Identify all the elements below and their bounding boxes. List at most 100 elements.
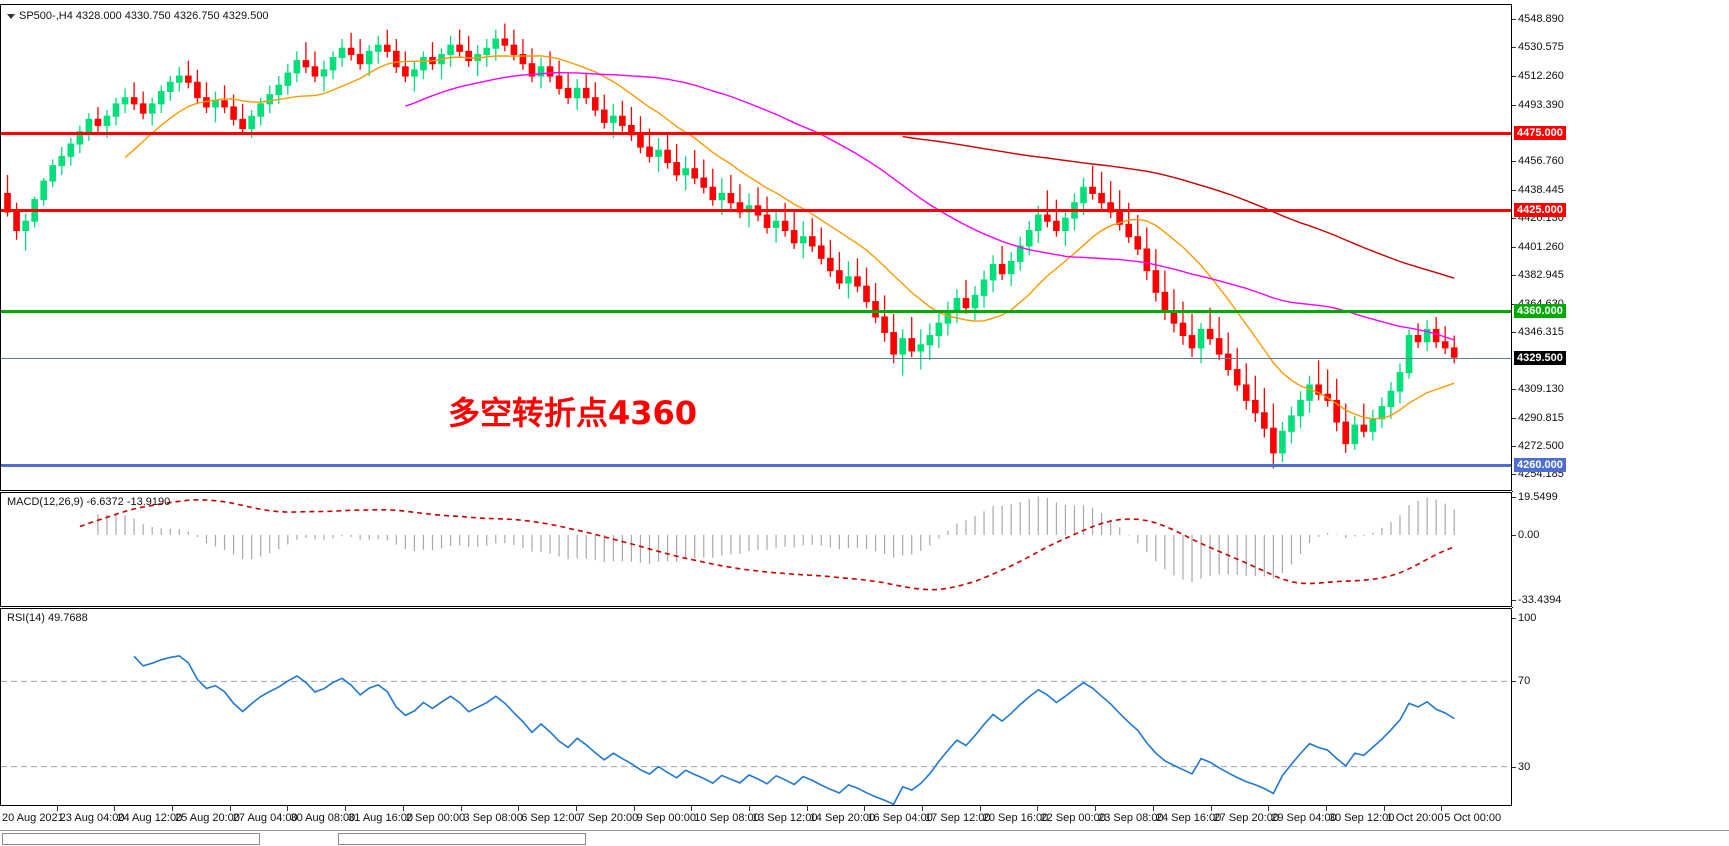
time-tickmark xyxy=(460,806,462,811)
time-tick-label: 23 Aug 04:00 xyxy=(59,812,125,824)
rsi-tick-label: 100 xyxy=(1518,611,1537,624)
price-tickmark xyxy=(1512,331,1516,333)
time-tick-label: 6 Sep 12:00 xyxy=(521,812,581,824)
rsi-pane[interactable]: RSI(14) 49.7688 xyxy=(0,608,1512,806)
time-tick-label: 22 Sep 00:00 xyxy=(1040,812,1106,824)
macd-tick-label: -33.4394 xyxy=(1518,594,1562,607)
price-tickmark xyxy=(1512,161,1516,163)
time-tick-label: 29 Sep 04:00 xyxy=(1271,812,1337,824)
time-tick-label: 3 Sep 08:00 xyxy=(463,812,523,824)
taskbar-item-2[interactable] xyxy=(338,833,586,845)
price-tick-label: 4272.500 xyxy=(1518,439,1564,452)
price-tickmark xyxy=(1512,217,1516,219)
macd-tick-label: 19.5499 xyxy=(1518,490,1558,503)
rsi-tickmark xyxy=(1512,766,1516,768)
price-tick-label: 4530.575 xyxy=(1518,41,1564,54)
rsi-tick-label: 30 xyxy=(1518,760,1531,773)
time-axis[interactable]: 20 Aug 2021 23 Aug 04:00 24 Aug 12:00 25 Au… xyxy=(0,806,1512,828)
price-tickmark xyxy=(1512,104,1516,106)
resistance-line-4475[interactable] xyxy=(1,132,1511,136)
pivot-line-4360[interactable] xyxy=(1,309,1511,313)
time-tickmark xyxy=(1095,806,1097,811)
price-level-tag[interactable]: 4475.000 xyxy=(1514,126,1566,141)
support-line-4260[interactable] xyxy=(1,464,1511,468)
time-tickmark xyxy=(1383,806,1385,811)
price-tick-label: 4456.760 xyxy=(1518,155,1564,168)
taskbar xyxy=(0,830,1729,846)
price-tickmark xyxy=(1512,389,1516,391)
macd-tickmark xyxy=(1512,534,1516,536)
time-tick-label: 20 Aug 2021 xyxy=(2,812,64,824)
price-tickmark xyxy=(1512,417,1516,419)
time-tickmark xyxy=(749,806,750,811)
time-tick-label: 13 Sep 12:00 xyxy=(752,812,818,824)
time-tick-label: 30 Sep 12:00 xyxy=(1328,812,1395,824)
price-level-tag[interactable]: 4425.000 xyxy=(1514,203,1566,218)
price-tickmark xyxy=(1512,474,1516,476)
macd-tickmark xyxy=(1512,496,1516,498)
time-tick-label: 1 Oct 20:00 xyxy=(1386,812,1444,824)
time-tickmark xyxy=(979,806,981,811)
time-tickmark xyxy=(1441,806,1443,811)
time-tick-label: 20 Sep 16:00 xyxy=(982,812,1049,824)
price-tickmark xyxy=(1512,275,1516,277)
time-tick-label: 5 Oct 00:00 xyxy=(1444,812,1502,824)
price-level-tag[interactable]: 4329.500 xyxy=(1514,350,1566,365)
price-tickmark xyxy=(1512,47,1516,49)
time-tick-label: 24 Sep 16:00 xyxy=(1155,812,1222,824)
time-tickmark xyxy=(806,806,808,811)
time-tickmark xyxy=(229,806,231,811)
price-tick-label: 4309.130 xyxy=(1518,383,1564,396)
time-tick-label: 25 Aug 20:00 xyxy=(175,812,240,824)
price-tickmark xyxy=(1512,189,1516,191)
chart-annotation-text: 多空转折点4360 xyxy=(448,394,698,432)
macd-pane[interactable]: MACD(12,26,9) -6.6372 -13.9190 xyxy=(0,492,1512,607)
symbol-header-text: SP500-,H4 4328.000 4330.750 4326.750 432… xyxy=(19,10,269,22)
price-tickmark xyxy=(1512,247,1516,249)
rsi-plot-layer xyxy=(1,654,1511,806)
time-tick-label: 27 Sep 20:00 xyxy=(1213,812,1279,824)
price-tickmark xyxy=(1512,445,1516,447)
time-tick-label: 30 Aug 08:00 xyxy=(290,812,356,824)
time-tickmark xyxy=(864,806,866,811)
time-tickmark xyxy=(518,806,520,811)
price-tick-label: 4382.945 xyxy=(1518,269,1564,282)
price-axis[interactable]: 4548.890 4530.575 4512.260 4493.390 4456.760… xyxy=(1512,4,1729,491)
rsi-tick-label: 70 xyxy=(1518,675,1531,688)
time-tick-label: 10 Sep 08:00 xyxy=(694,812,760,824)
price-level-tag[interactable]: 4360.000 xyxy=(1514,303,1566,318)
time-tickmark xyxy=(633,806,635,811)
price-tickmark xyxy=(1512,19,1516,21)
time-tick-label: 27 Aug 04:00 xyxy=(232,812,298,824)
price-candles-layer xyxy=(4,23,1458,469)
price-tick-label: 4290.815 xyxy=(1518,411,1564,424)
time-tickmark xyxy=(56,806,58,811)
price-level-tag[interactable]: 4260.000 xyxy=(1514,458,1566,473)
current-price-line-4329[interactable] xyxy=(1,357,1511,359)
price-tick-label: 4493.390 xyxy=(1518,98,1564,111)
time-tick-label: 14 Sep 20:00 xyxy=(809,812,876,824)
time-tick-label: 2 Sep 00:00 xyxy=(405,812,466,824)
time-tick-label: 7 Sep 20:00 xyxy=(578,812,639,824)
collapse-caret-icon[interactable] xyxy=(7,13,15,19)
time-tickmark xyxy=(172,806,174,811)
taskbar-item-1[interactable] xyxy=(2,833,260,845)
time-tickmark xyxy=(345,806,347,811)
price-tick-label: 4548.890 xyxy=(1518,13,1564,26)
price-tick-label: 4401.260 xyxy=(1518,241,1564,254)
rsi-axis[interactable]: 100 70 30 xyxy=(1512,608,1729,806)
time-tickmark xyxy=(691,806,693,811)
symbol-header: SP500-,H4 4328.000 4330.750 4326.750 432… xyxy=(7,10,269,22)
macd-label: MACD(12,26,9) -6.6372 -13.9190 xyxy=(7,496,171,508)
price-tick-label: 4512.260 xyxy=(1518,69,1564,82)
time-tickmark xyxy=(1152,806,1154,811)
rsi-label: RSI(14) 49.7688 xyxy=(7,612,88,624)
resistance-line-4425[interactable] xyxy=(1,209,1511,213)
rsi-tickmark xyxy=(1512,617,1516,619)
macd-axis[interactable]: 19.5499 0.00 -33.4394 xyxy=(1512,490,1729,607)
price-chart-pane[interactable]: SP500-,H4 4328.000 4330.750 4326.750 432… xyxy=(0,4,1512,491)
time-tickmark xyxy=(1037,806,1039,811)
time-tickmark xyxy=(1325,806,1327,811)
time-tickmark xyxy=(1268,806,1270,811)
